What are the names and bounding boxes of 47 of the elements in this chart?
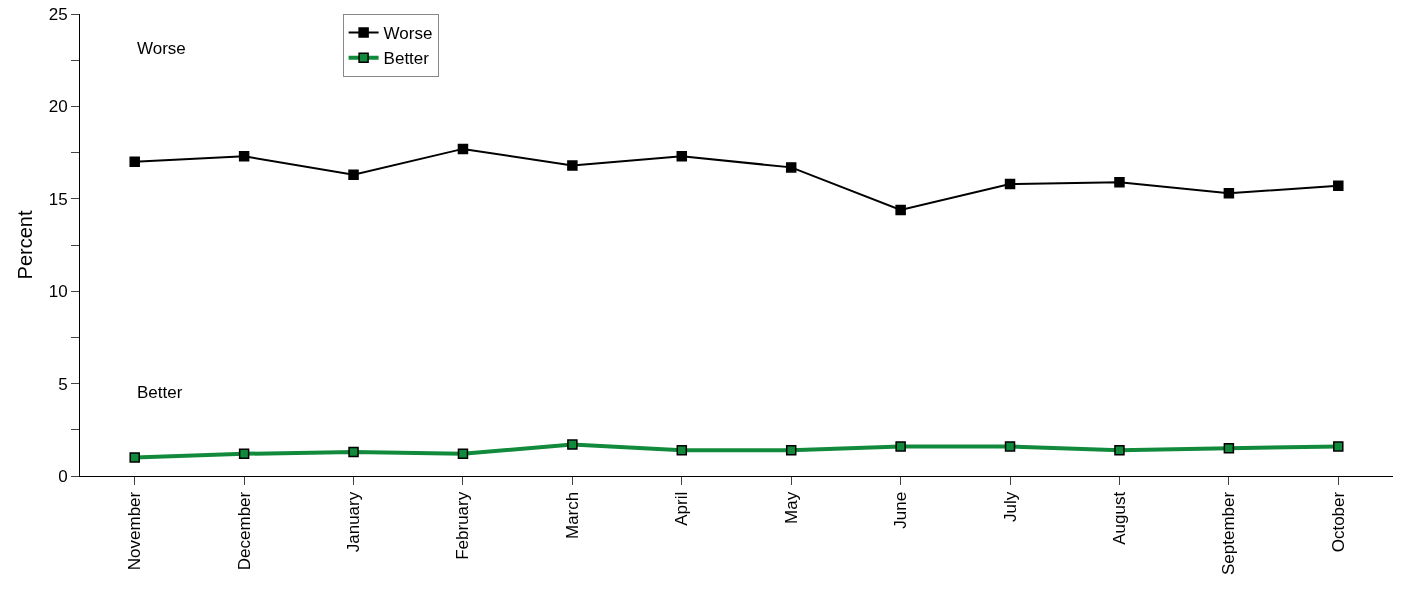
point: [895, 441, 906, 452]
y-tick-label: 10: [48, 282, 68, 302]
point: [348, 446, 359, 458]
point: [1223, 443, 1235, 454]
x-tick-label: May: [781, 491, 801, 524]
x-tick-label: January: [344, 491, 364, 553]
point: [129, 156, 140, 168]
point: [1333, 180, 1344, 192]
point: [567, 160, 578, 171]
point: [895, 204, 906, 216]
point: [1114, 444, 1125, 456]
point: [457, 448, 469, 460]
x-tick-label: April: [672, 491, 692, 526]
legend-label: Better: [383, 49, 430, 69]
y-tick-label: 20: [48, 97, 68, 117]
point: [785, 162, 797, 173]
point: [238, 448, 250, 460]
x-tick-label: February: [453, 491, 473, 560]
y-tick-label: 5: [58, 374, 68, 394]
point: [348, 169, 359, 181]
point: [676, 444, 688, 456]
point: [785, 444, 797, 456]
point: [457, 143, 469, 155]
point: [1223, 188, 1235, 199]
x-tick-label: November: [125, 491, 145, 571]
point: [238, 151, 250, 162]
point: [676, 151, 688, 162]
x-tick-label: October: [1328, 491, 1348, 553]
y-tick-label: 25: [48, 4, 68, 24]
x-tick-label: March: [562, 491, 582, 540]
point: [567, 439, 578, 450]
x-tick-label: December: [234, 491, 254, 571]
point: [1004, 441, 1016, 452]
x-tick-label: June: [891, 491, 911, 529]
x-tick-label: September: [1219, 491, 1239, 575]
point: [129, 452, 140, 463]
point: [1004, 178, 1016, 190]
y-axis-title: Percent: [14, 210, 37, 280]
annotation: Worse: [137, 39, 186, 58]
x-tick-label: August: [1109, 491, 1129, 545]
point: [1114, 176, 1125, 188]
point: [1333, 441, 1344, 452]
annotation: Better: [137, 383, 183, 402]
y-tick-label: 0: [58, 466, 68, 486]
x-tick-label: July: [1000, 491, 1020, 523]
legend-label: Worse: [383, 24, 433, 44]
y-tick-label: 15: [48, 189, 68, 209]
